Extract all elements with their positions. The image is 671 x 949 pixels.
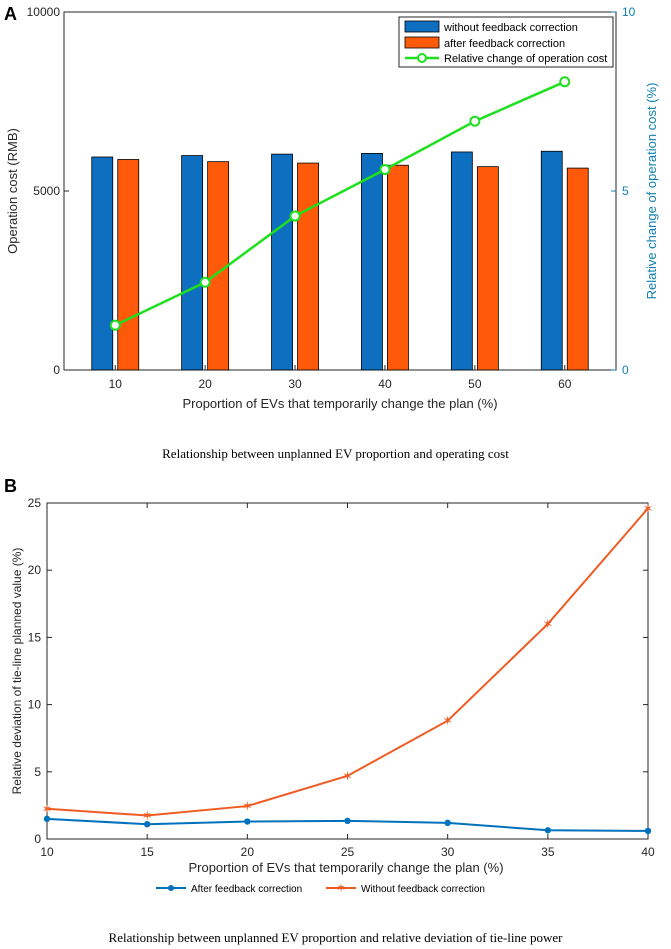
a-y2tick-label-2: 10	[622, 5, 636, 19]
bar-without-feedback-40	[361, 153, 383, 371]
point-without-feedback-40: ✶	[643, 501, 654, 516]
point-without-feedback-35: ✶	[542, 616, 553, 631]
legend-marker-relative-change	[417, 53, 427, 63]
bar-after-feedback-10	[117, 159, 140, 371]
caption-b: Relationship between unplanned EV propor…	[108, 930, 563, 945]
b-ytick-label-1: 5	[34, 765, 41, 779]
point-relative-change-60	[559, 76, 571, 88]
b-ytick-label-3: 15	[28, 630, 42, 644]
a-xtick-label-0: 10	[109, 377, 123, 391]
caption-a: Relationship between unplanned EV propor…	[162, 446, 509, 461]
point-after-feedback-20	[244, 818, 251, 825]
b-xtick-label-0: 10	[40, 845, 54, 859]
chart-b-xlabel: Proportion of EVs that temporarily chang…	[188, 860, 503, 875]
point-after-feedback-10	[43, 815, 51, 823]
line-relative-change	[114, 80, 566, 327]
legend-label-without-feedback-b: Without feedback correction	[361, 884, 485, 895]
b-ytick-label-0: 0	[34, 832, 41, 846]
a-xtick-label-5: 60	[558, 377, 572, 391]
point-relative-change-10	[109, 319, 121, 331]
bar-without-feedback-30	[271, 153, 293, 371]
chart-b-y-axis: 0 5 10 15 20 25	[28, 496, 648, 846]
legend-label-without-feedback: without feedback correction	[443, 22, 578, 34]
legend-label-after-feedback-b: After feedback correction	[191, 884, 302, 895]
chart-b-legend: After feedback correction ✶ Without feed…	[156, 881, 485, 895]
a-ytick-label-0: 0	[53, 363, 60, 377]
bar-after-feedback-60	[566, 167, 589, 371]
b-xtick-label-4: 30	[441, 845, 455, 859]
chart-b: B 0 5 10 15 20 25 10 15 20 25 30 35 40 ✶ ✶ ✶ ✶ ✶ ✶ ✶ Prop…	[4, 476, 655, 895]
chart-a-y2label: Relative change of operation cost (%)	[644, 83, 659, 300]
panel-a-letter: A	[4, 4, 17, 24]
line-without-feedback	[46, 507, 649, 817]
a-xtick-label-2: 30	[288, 377, 302, 391]
chart-a-right-axis: 0 5 10	[611, 5, 636, 377]
point-after-feedback-35	[544, 827, 552, 834]
chart-a-bars	[91, 150, 589, 371]
point-without-feedback-15: ✶	[142, 808, 153, 823]
point-relative-change-50	[469, 115, 481, 127]
legend-marker-without-feedback: ✶	[336, 881, 346, 895]
legend-swatch-without-feedback	[404, 20, 440, 33]
bar-after-feedback-50	[476, 166, 499, 371]
chart-a-plot-area	[63, 11, 617, 371]
chart-a-line	[109, 76, 571, 331]
b-xtick-label-2: 20	[241, 845, 255, 859]
chart-a-left-axis: 0 5000 10000	[27, 5, 69, 377]
b-ytick-label-2: 10	[28, 698, 42, 712]
b-xtick-label-3: 25	[341, 845, 355, 859]
point-after-feedback-40	[644, 827, 652, 835]
point-without-feedback-10: ✶	[42, 801, 53, 816]
chart-a-x-axis: 10 20 30 40 50 60	[109, 365, 572, 391]
bar-without-feedback-20	[181, 155, 204, 371]
a-ytick-label-1: 5000	[33, 184, 60, 198]
point-without-feedback-20: ✶	[242, 799, 253, 814]
b-xtick-label-6: 40	[641, 845, 655, 859]
point-relative-change-20	[199, 276, 211, 288]
bar-after-feedback-40	[387, 164, 409, 371]
legend-marker-after-feedback	[168, 885, 174, 891]
point-without-feedback-30: ✶	[442, 713, 453, 728]
chart-b-x-axis: 10 15 20 25 30 35 40	[40, 503, 655, 859]
point-after-feedback-25	[344, 817, 351, 825]
a-xtick-label-1: 20	[198, 377, 212, 391]
bar-without-feedback-10	[91, 156, 114, 371]
chart-a: A 0 5000 10000 0 5 10 10 20 30 40 50 60 Proportio…	[4, 4, 659, 411]
a-y2tick-label-0: 0	[622, 363, 629, 377]
chart-b-lines: ✶ ✶ ✶ ✶ ✶ ✶ ✶	[42, 501, 654, 835]
chart-a-legend: without feedback correction after feedba…	[398, 16, 614, 68]
point-without-feedback-25: ✶	[342, 768, 353, 783]
bar-without-feedback-50	[450, 151, 473, 371]
legend-swatch-after-feedback	[404, 36, 440, 49]
legend-label-relative-change: Relative change of operation cost	[444, 53, 607, 65]
panel-b-letter: B	[4, 476, 17, 496]
b-xtick-label-5: 35	[541, 845, 555, 859]
point-after-feedback-15	[143, 821, 151, 828]
b-ytick-label-4: 20	[28, 563, 42, 577]
chart-a-ylabel: Operation cost (RMB)	[5, 128, 20, 254]
a-ytick-label-2: 10000	[27, 5, 61, 19]
chart-b-plot-area	[46, 502, 649, 840]
a-xtick-label-3: 40	[378, 377, 392, 391]
bar-without-feedback-60	[540, 150, 563, 371]
point-relative-change-40	[379, 164, 391, 176]
bar-after-feedback-30	[297, 162, 319, 371]
chart-b-ylabel: Relative deviation of tie-line planned v…	[10, 548, 24, 795]
b-xtick-label-1: 15	[140, 845, 154, 859]
legend-label-after-feedback: after feedback correction	[444, 38, 565, 50]
b-ytick-label-5: 25	[28, 496, 42, 510]
point-after-feedback-30	[444, 819, 451, 827]
point-relative-change-30	[289, 210, 301, 222]
a-y2tick-label-1: 5	[622, 184, 629, 198]
chart-a-xlabel: Proportion of EVs that temporarily chang…	[182, 396, 497, 411]
a-xtick-label-4: 50	[468, 377, 482, 391]
